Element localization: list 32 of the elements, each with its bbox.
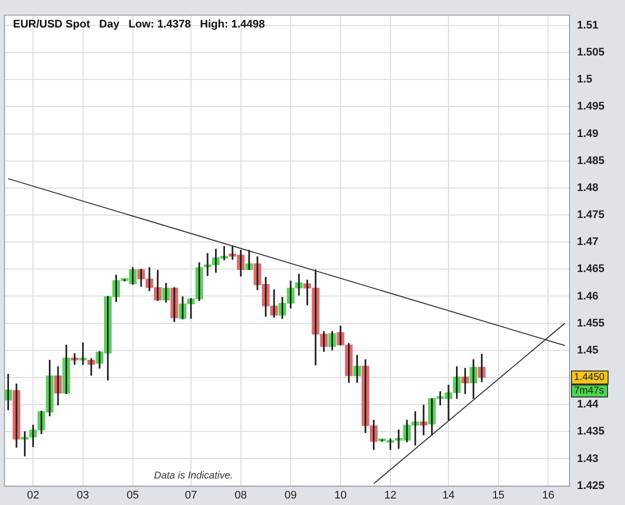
y-tick-label: 1.51 [577,19,598,32]
x-tick-label: 09 [284,489,297,502]
y-tick-label: 1.46 [577,290,598,302]
y-tick-label: 1.47 [577,236,598,248]
y-tick-label: 1.435 [577,426,605,438]
y-tick-label: 1.48 [577,182,598,194]
y-tick-label: 1.43 [577,452,598,465]
annotation: Data is Indicative. [154,470,233,482]
x-tick-label: 12 [384,489,396,502]
chart-title: EUR/USD Spot Day Low: 1.4378 High: 1.4498 [13,18,265,31]
y-tick-label: 1.425 [577,480,605,492]
text: 1.4450 [574,372,606,384]
y-tick-label: 1.485 [577,154,605,167]
y-tick-label: 1.44 [577,398,600,411]
text: 7m47s [574,386,604,397]
y-tick-label: 1.495 [577,100,605,113]
x-tick-label: 15 [492,489,504,502]
y-tick-label: 1.505 [577,46,605,59]
y-tick-label: 1.5 [577,74,592,86]
x-tick-label: 08 [234,489,247,502]
y-tick-label: 1.465 [577,263,605,276]
y-tick-label: 1.455 [577,317,605,330]
x-tick-label: 10 [334,489,347,502]
x-tick-label: 16 [542,489,554,502]
y-tick-label: 1.49 [577,128,598,140]
x-tick-label: 03 [76,489,90,502]
y-tick-label: 1.45 [577,344,598,356]
x-tick-label: 05 [126,489,139,502]
x-tick-label: 14 [442,489,455,502]
y-tick-label: 1.475 [577,209,605,222]
x-tick-label: 07 [184,489,198,502]
x-tick-label: 02 [26,489,40,502]
